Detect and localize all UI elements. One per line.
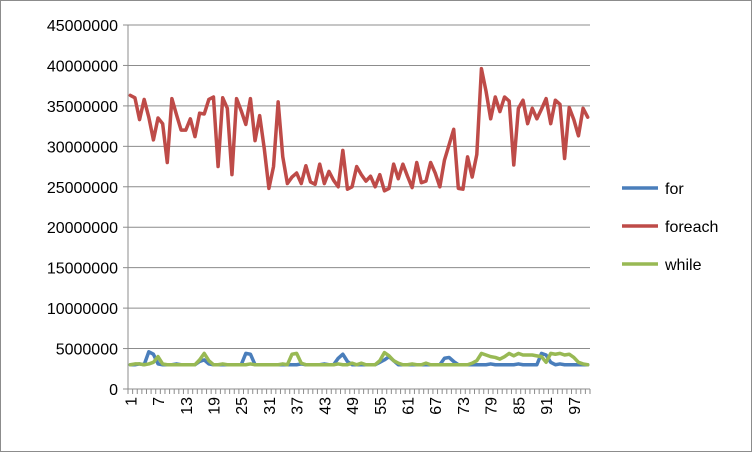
series-line-foreach bbox=[128, 66, 590, 193]
x-tick-label: 25 bbox=[234, 397, 251, 415]
legend-label-foreach: foreach bbox=[665, 219, 718, 236]
x-tick-label: 97 bbox=[567, 397, 584, 415]
x-tick-label: 1 bbox=[123, 397, 140, 406]
legend-label-for: for bbox=[665, 181, 684, 198]
x-tick-label: 37 bbox=[290, 397, 307, 415]
axes bbox=[127, 25, 590, 390]
x-tick-label: 13 bbox=[179, 397, 196, 415]
x-tick-label: 19 bbox=[206, 397, 223, 415]
y-tick-label: 35000000 bbox=[47, 99, 118, 116]
legend: for foreach while bbox=[622, 181, 718, 274]
x-tick-label: 61 bbox=[401, 397, 418, 415]
series-lines bbox=[128, 66, 590, 367]
x-tick-label: 79 bbox=[484, 397, 501, 415]
x-tick-label: 55 bbox=[373, 397, 390, 415]
y-tick-label: 40000000 bbox=[47, 58, 118, 75]
y-tick-label: 0 bbox=[109, 382, 118, 399]
y-tick-label: 45000000 bbox=[47, 18, 118, 35]
x-tick-label: 7 bbox=[151, 397, 168, 406]
x-tick-label: 67 bbox=[428, 397, 445, 415]
x-tick-label: 91 bbox=[539, 397, 556, 415]
x-tick-label: 85 bbox=[511, 397, 528, 415]
x-tick-label: 49 bbox=[345, 397, 362, 415]
x-tick-label: 73 bbox=[456, 397, 473, 415]
x-axis-ticks: 1 7 13 19 25 31 37 43 49 55 61 67 73 79 85 91 97 bbox=[123, 389, 591, 415]
y-tick-label: 15000000 bbox=[47, 261, 118, 278]
x-tick-label: 31 bbox=[262, 397, 279, 415]
legend-label-while: while bbox=[664, 257, 702, 274]
y-tick-label: 10000000 bbox=[47, 301, 118, 318]
gridlines bbox=[128, 24, 590, 350]
y-tick-label: 20000000 bbox=[47, 220, 118, 237]
series-line-while bbox=[128, 350, 590, 367]
x-tick-label: 43 bbox=[317, 397, 334, 415]
y-axis-ticks: 0 5000000 10000000 15000000 20000000 25000000… bbox=[47, 18, 128, 399]
y-tick-label: 25000000 bbox=[47, 180, 118, 197]
y-tick-label: 30000000 bbox=[47, 139, 118, 156]
y-tick-label: 5000000 bbox=[56, 342, 118, 359]
